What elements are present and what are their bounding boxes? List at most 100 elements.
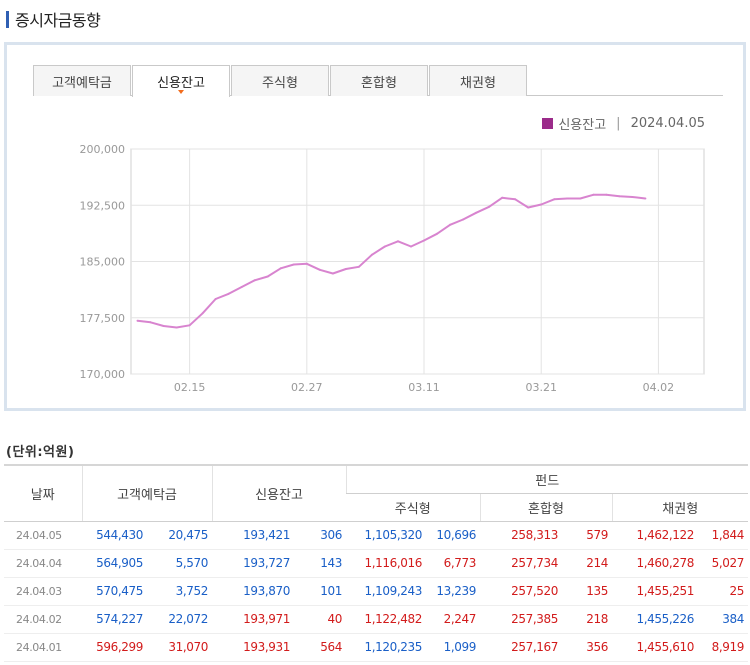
chart-panel: 고객예탁금 신용잔고 주식형 혼합형 채권형 신용잔고 | 2024.04.05… — [4, 42, 746, 411]
legend-series-name: 신용잔고 — [558, 118, 607, 133]
credit-balance-line-chart: 170,000 177,500 185,000 192,500 200,000 02.15… — [80, 143, 705, 394]
row-value: 193,971 — [212, 605, 294, 634]
data-point — [592, 193, 595, 196]
data-point — [618, 195, 621, 198]
data-point — [631, 196, 634, 198]
tab-mixed-fund[interactable]: 혼합형 — [330, 65, 428, 96]
tab-label: 채권형 — [460, 75, 496, 91]
row-value: 257,520 — [480, 577, 562, 606]
row-value: 1,109,243 — [346, 577, 426, 606]
data-point — [423, 239, 426, 242]
header-date: 날짜 — [4, 464, 82, 522]
table-body: 24.04.05 544,430 20,475 193,421 306 1,105,320… — [4, 521, 748, 662]
row-value: 13,239 — [426, 577, 480, 606]
tab-stock-fund[interactable]: 주식형 — [231, 65, 329, 96]
y-tick-label: 170,000 — [80, 368, 126, 381]
data-point — [305, 262, 308, 265]
row-value: 1,099 — [426, 633, 480, 662]
row-value: 574,227 — [82, 605, 147, 634]
row-value: 8,919 — [698, 633, 748, 662]
row-value: 1,844 — [698, 521, 748, 550]
row-value: 5,027 — [698, 549, 748, 578]
data-point — [227, 292, 230, 295]
chart-legend: 신용잔고 | 2024.04.05 — [542, 114, 705, 133]
row-value: 3,752 — [147, 577, 212, 606]
fund-flow-table: 날짜 고객예탁금 신용잔고 펀드 주식형 혼합형 채권형 24.04.05 544… — [4, 464, 748, 662]
row-date: 24.04.02 — [4, 605, 82, 634]
data-point — [318, 268, 321, 271]
data-point — [409, 245, 412, 248]
header-mixed-fund: 혼합형 — [479, 493, 612, 522]
tab-customer-deposit[interactable]: 고객예탁금 — [33, 65, 131, 96]
table-row: 24.04.05 544,430 20,475 193,421 306 1,105,320… — [4, 521, 748, 550]
data-point — [436, 232, 439, 235]
active-caret-icon — [178, 90, 184, 94]
x-tick-label: 03.21 — [525, 381, 557, 394]
row-value: 20,475 — [147, 521, 212, 550]
chart-tabs: 고객예탁금 신용잔고 주식형 혼합형 채권형 — [33, 65, 723, 97]
row-value: 1,120,235 — [346, 633, 426, 662]
data-point — [449, 223, 452, 226]
x-tick-label: 03.11 — [408, 381, 440, 394]
tab-credit-balance[interactable]: 신용잔고 — [132, 65, 230, 97]
table-row: 24.04.04 564,905 5,570 193,727 143 1,116,016 6… — [4, 549, 748, 578]
title-accent-bar — [6, 10, 9, 28]
row-value: 1,116,016 — [346, 549, 426, 578]
header-fund: 펀드 — [345, 464, 748, 494]
tab-label: 주식형 — [262, 75, 298, 91]
row-value: 31,070 — [147, 633, 212, 662]
x-tick-label: 02.15 — [174, 381, 206, 394]
data-point — [527, 206, 530, 209]
x-tick-label: 02.27 — [291, 381, 323, 394]
row-value: 257,167 — [480, 633, 562, 662]
row-date: 24.04.03 — [4, 577, 82, 606]
row-value: 22,072 — [147, 605, 212, 634]
data-point — [475, 211, 478, 214]
row-date: 24.04.04 — [4, 549, 82, 578]
table-row: 24.04.02 574,227 22,072 193,971 40 1,122,482 2… — [4, 605, 748, 634]
row-value: 1,455,610 — [612, 633, 698, 662]
row-value: 596,299 — [82, 633, 147, 662]
row-value: 257,734 — [480, 549, 562, 578]
legend-date: 2024.04.05 — [630, 116, 705, 131]
row-value: 1,105,320 — [346, 521, 426, 550]
row-value: 40 — [294, 605, 346, 634]
row-value: 356 — [562, 633, 612, 662]
data-point — [331, 272, 334, 275]
legend-separator: | — [616, 116, 621, 131]
data-point — [175, 326, 178, 329]
tab-bond-fund[interactable]: 채권형 — [429, 65, 527, 96]
row-value: 564 — [294, 633, 346, 662]
row-date: 24.04.01 — [4, 633, 82, 662]
row-value: 257,385 — [480, 605, 562, 634]
data-point — [488, 205, 491, 208]
header-credit-balance: 신용잔고 — [211, 464, 346, 522]
row-value: 1,455,251 — [612, 577, 698, 606]
data-point — [136, 319, 139, 322]
y-tick-label: 192,500 — [80, 199, 126, 212]
row-value: 193,931 — [212, 633, 294, 662]
data-point — [370, 253, 373, 256]
row-value: 193,421 — [212, 521, 294, 550]
data-point — [501, 196, 504, 199]
data-point — [462, 218, 465, 221]
row-value: 193,727 — [212, 549, 294, 578]
unit-label: (단위:억원) — [6, 445, 75, 460]
row-value: 1,460,278 — [612, 549, 698, 578]
row-value: 5,570 — [147, 549, 212, 578]
data-point — [540, 203, 543, 206]
data-point — [214, 298, 217, 300]
row-value: 544,430 — [82, 521, 147, 550]
table-row: 24.04.03 570,475 3,752 193,870 101 1,109,243 1… — [4, 577, 748, 606]
data-point — [344, 268, 347, 270]
data-point — [383, 245, 386, 248]
row-value: 25 — [698, 577, 748, 606]
row-value: 579 — [562, 521, 612, 550]
row-value: 1,455,226 — [612, 605, 698, 634]
x-tick-label: 04.02 — [643, 381, 675, 394]
row-value: 218 — [562, 605, 612, 634]
section-header: 증시자금동향 — [6, 8, 101, 30]
row-value: 135 — [562, 577, 612, 606]
y-tick-label: 185,000 — [80, 256, 126, 269]
row-value: 214 — [562, 549, 612, 578]
